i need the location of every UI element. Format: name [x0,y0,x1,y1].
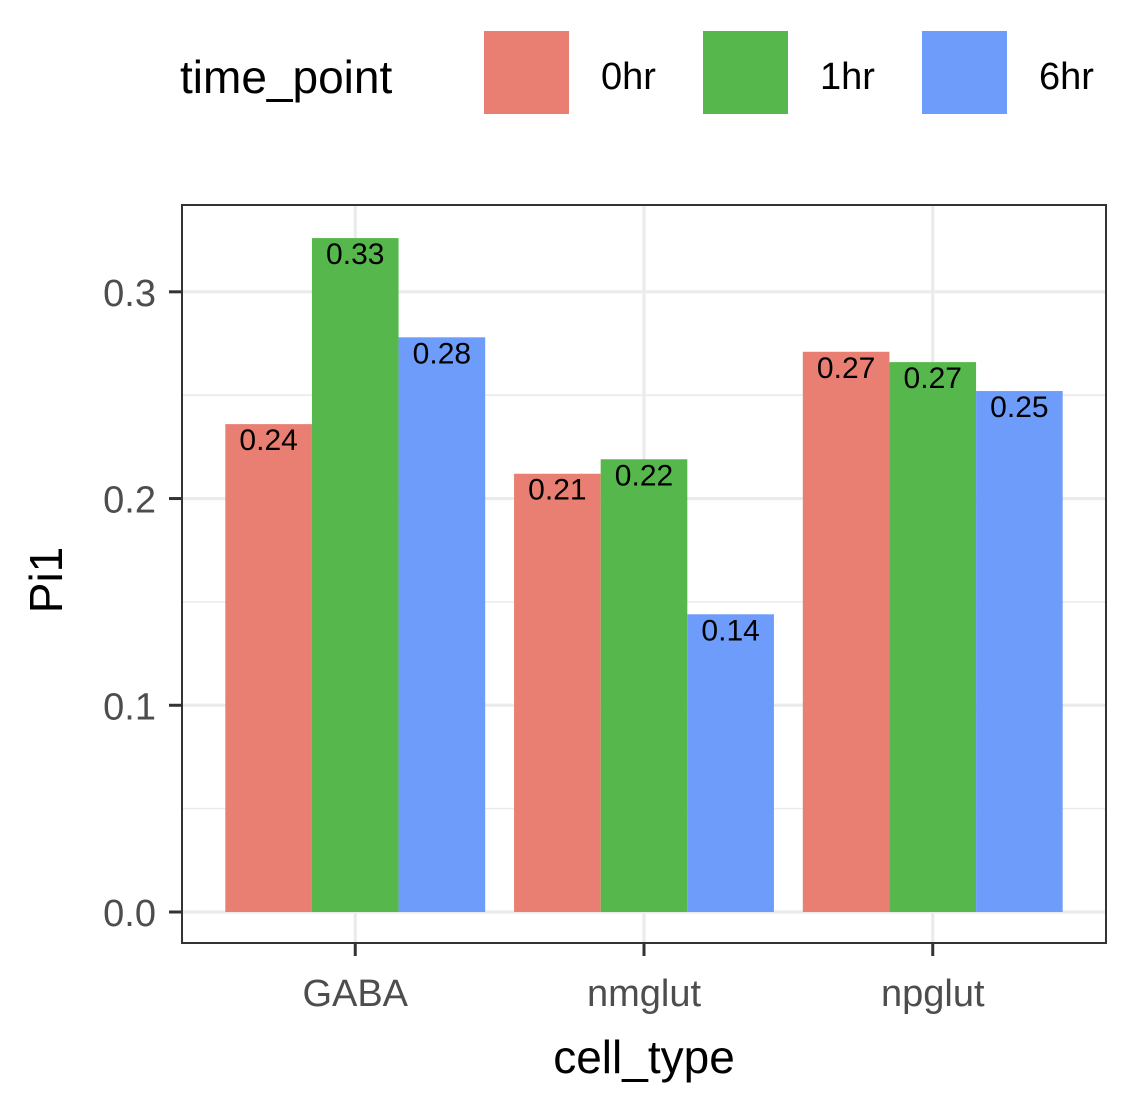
y-axis: 0.0 0.1 0.2 0.3 [103,273,182,935]
data-label-6hr-nmglut: 0.14 [701,614,759,647]
y-tick-label: 0.0 [103,893,156,935]
x-tick-label-npglut: npglut [881,973,985,1015]
data-label-6hr-GABA: 0.28 [413,337,471,370]
data-label-0hr-npglut: 0.27 [817,352,875,385]
y-tick-label: 0.3 [103,273,156,315]
x-axis-title: cell_type [553,1031,735,1083]
y-axis-title: Pi1 [20,547,72,613]
bar-6hr-npglut [976,391,1063,912]
legend-title: time_point [180,51,392,103]
data-label-1hr-nmglut: 0.22 [615,459,673,492]
bar-0hr-nmglut [514,473,601,912]
legend: time_point 0hr 1hr 6hr [180,31,1094,114]
legend-key-6hr [922,31,1007,114]
legend-key-1hr [703,31,788,114]
legend-label-0hr: 0hr [601,56,656,98]
x-axis: GABA nmglut npglut [302,943,985,1015]
legend-label-1hr: 1hr [820,56,875,98]
data-label-1hr-GABA: 0.33 [326,238,384,271]
bar-0hr-GABA [225,424,312,912]
legend-key-0hr [484,31,569,114]
data-label-6hr-npglut: 0.25 [990,391,1048,424]
bar-6hr-nmglut [687,614,774,912]
data-label-0hr-nmglut: 0.21 [528,474,586,507]
bar-1hr-nmglut [600,459,688,912]
bar-0hr-npglut [802,351,890,912]
bars [225,238,1063,912]
bar-labels: 0.24 0.21 0.27 0.33 0.22 0.27 0.28 0.14 0.25 [239,238,1048,647]
y-tick-label: 0.2 [103,480,156,522]
x-tick-label-GABA: GABA [302,973,408,1015]
bar-6hr-GABA [398,337,486,912]
bar-1hr-GABA [311,238,399,912]
y-tick-label: 0.1 [103,686,156,728]
bar-1hr-npglut [889,362,977,912]
data-label-1hr-npglut: 0.27 [904,362,962,395]
x-tick-label-nmglut: nmglut [587,973,701,1015]
legend-label-6hr: 6hr [1039,56,1094,98]
data-label-0hr-GABA: 0.24 [239,424,297,457]
